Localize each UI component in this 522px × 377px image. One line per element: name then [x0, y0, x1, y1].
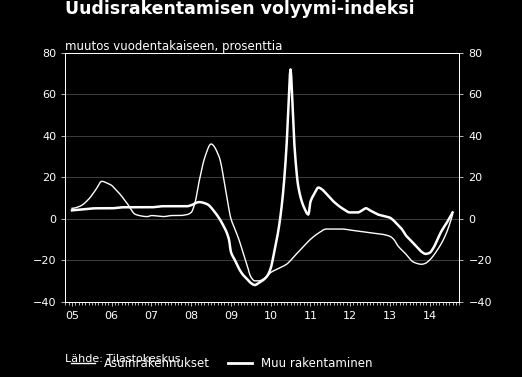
Asuinrakennukset [449, 212, 456, 217]
Asuinrakennukset [242, 256, 248, 261]
Asuinrakennukset [294, 250, 301, 255]
Muu rakentaminen [357, 210, 363, 214]
Muu rakentaminen [252, 283, 258, 287]
Muu rakentaminen [288, 67, 294, 72]
Muu rakentaminen [69, 208, 75, 213]
Text: Uudisrakentamisen volyymi-indeksi: Uudisrakentamisen volyymi-indeksi [65, 0, 415, 18]
Asuinrakennukset [69, 206, 75, 210]
Text: Lähde: Tilastokeskus: Lähde: Tilastokeskus [65, 354, 181, 364]
Asuinrakennukset [208, 142, 215, 146]
Muu rakentaminen [294, 179, 301, 184]
Muu rakentaminen [136, 205, 143, 210]
Muu rakentaminen [449, 210, 456, 215]
Text: muutos vuodentakaiseen, prosenttia: muutos vuodentakaiseen, prosenttia [65, 40, 282, 52]
Line: Muu rakentaminen: Muu rakentaminen [72, 69, 453, 285]
Muu rakentaminen [167, 204, 173, 208]
Asuinrakennukset [324, 227, 330, 231]
Asuinrakennukset [167, 213, 173, 218]
Asuinrakennukset [136, 213, 143, 218]
Asuinrakennukset [252, 279, 258, 283]
Muu rakentaminen [241, 274, 247, 279]
Legend: Asuinrakennukset, Muu rakentaminen: Asuinrakennukset, Muu rakentaminen [71, 357, 373, 370]
Asuinrakennukset [357, 229, 363, 234]
Line: Asuinrakennukset: Asuinrakennukset [72, 144, 453, 281]
Muu rakentaminen [324, 193, 330, 197]
